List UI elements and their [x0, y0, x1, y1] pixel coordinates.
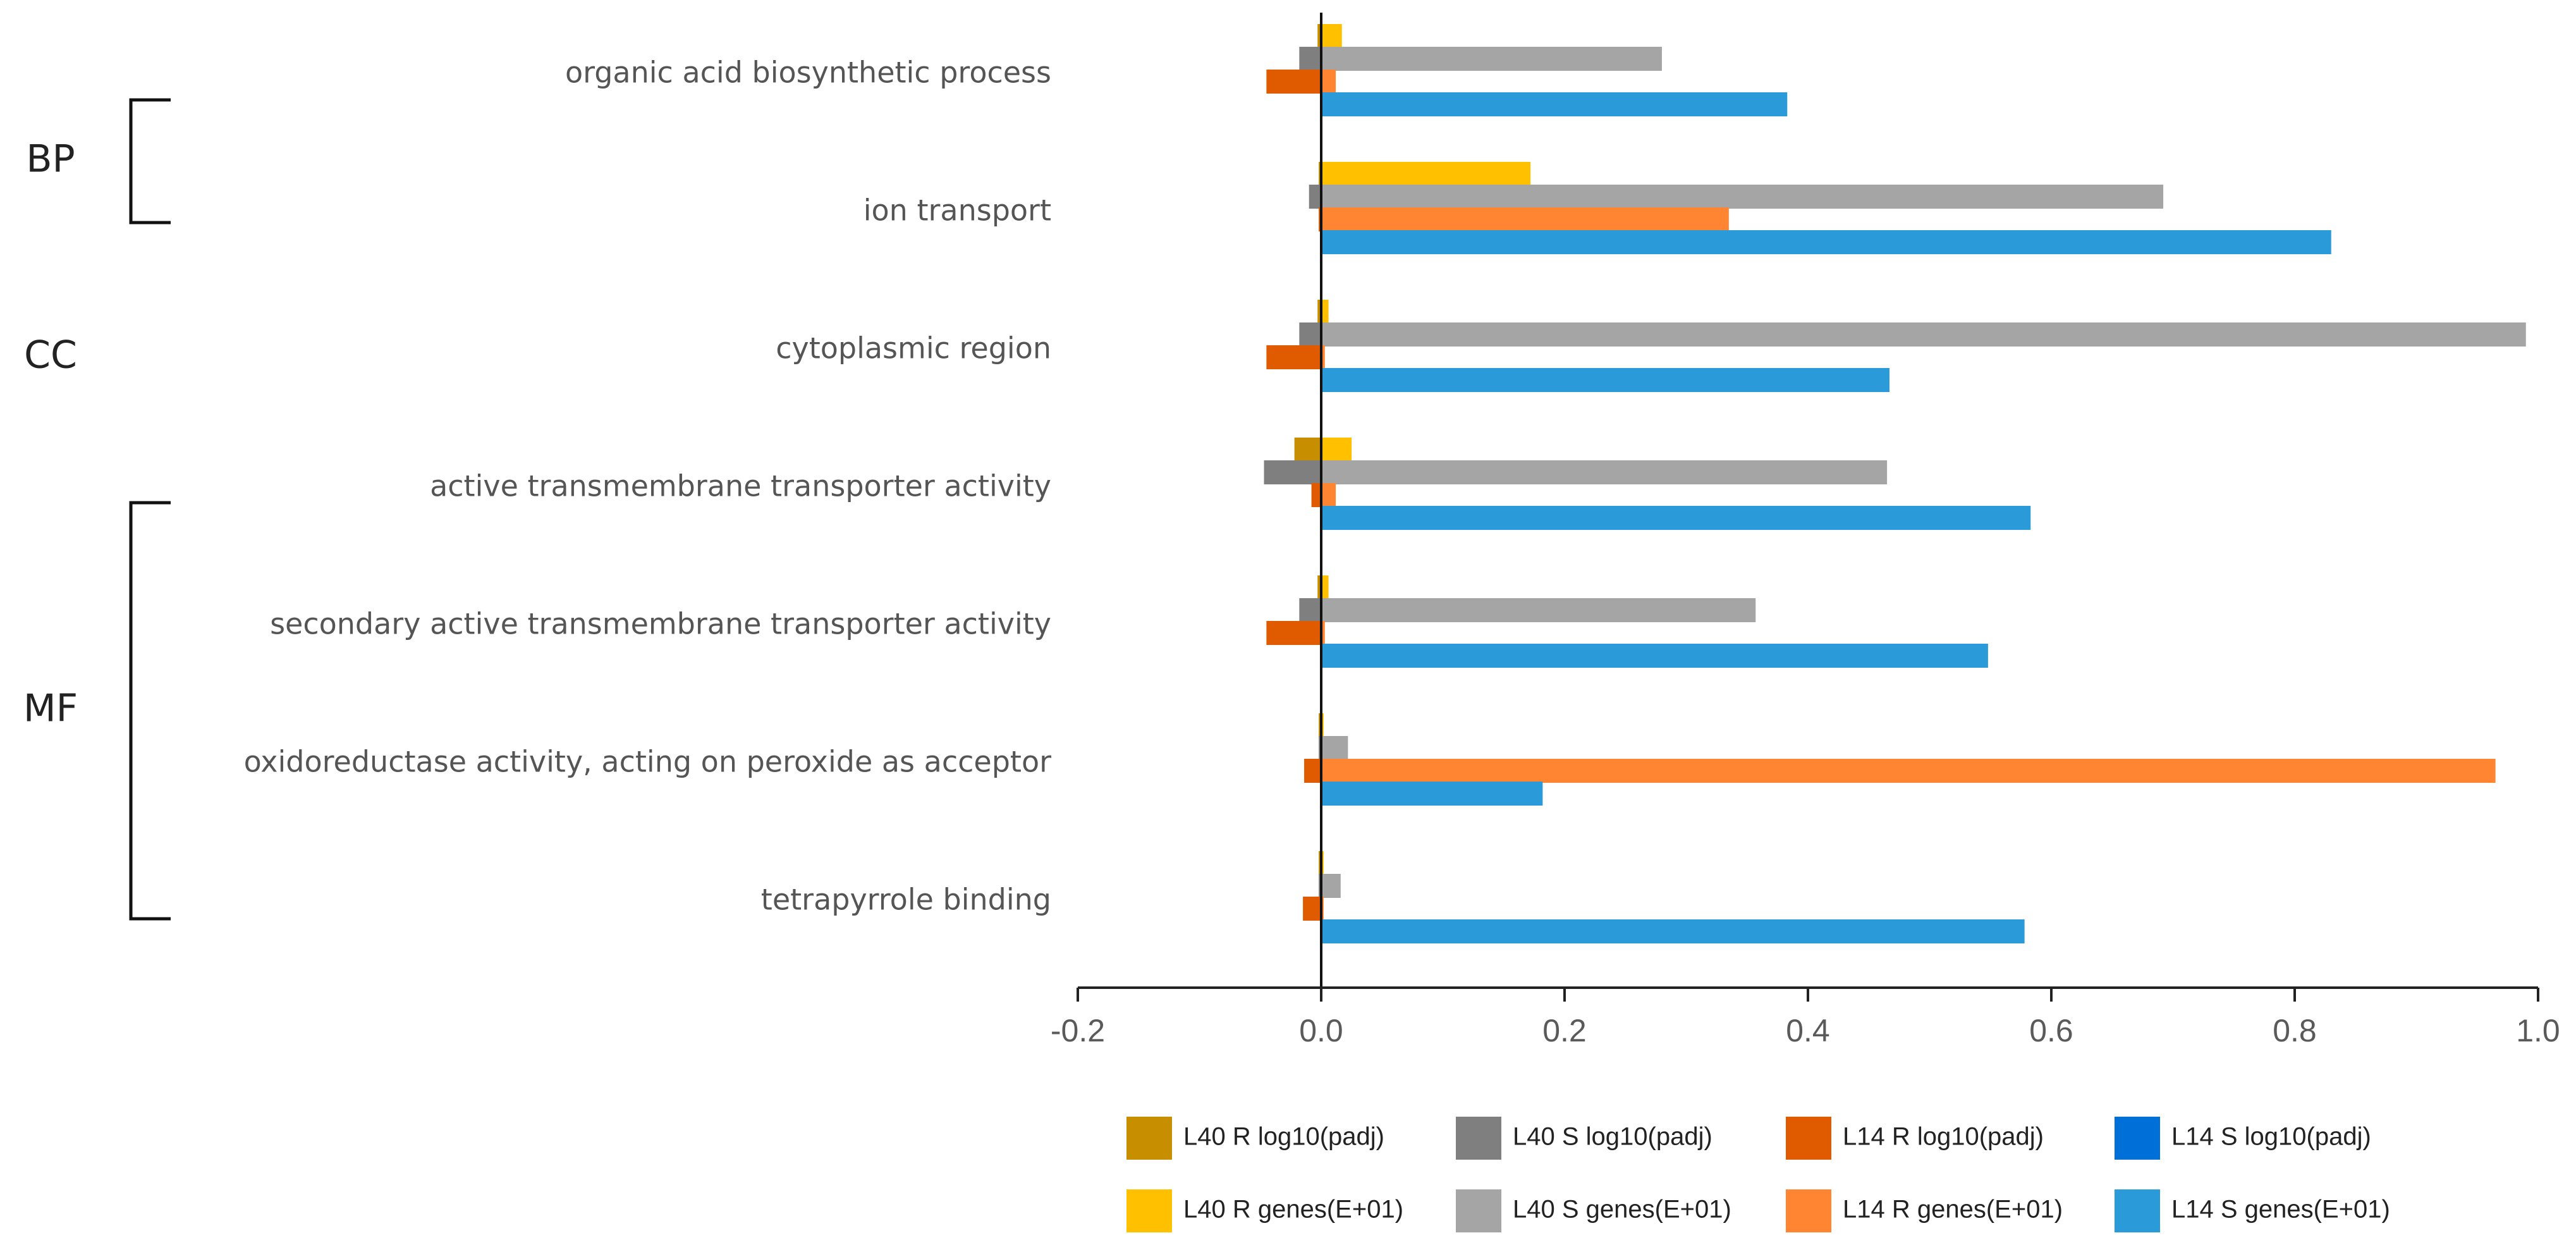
bar-l40-r-log10-padj-cat-2	[1317, 300, 1321, 324]
x-tick-label: 0.4	[1786, 1013, 1830, 1048]
bar-l40-s-log10-padj-cat-1	[1309, 185, 1321, 209]
x-tick-label: -0.2	[1051, 1013, 1105, 1048]
bar-l14-r-log10-padj-cat-2	[1266, 345, 1321, 369]
bar-l40-s-genes-e-01-cat-0	[1321, 47, 1662, 71]
group-label-bp: BP	[26, 137, 75, 181]
legend-swatch-l40-r-log10-padj	[1126, 1117, 1172, 1160]
bar-l14-s-genes-e-01-cat-5	[1321, 782, 1543, 806]
bar-l14-s-genes-e-01-cat-0	[1321, 92, 1788, 116]
bar-l14-s-genes-e-01-cat-1	[1321, 230, 2331, 254]
bar-l40-s-log10-padj-cat-2	[1299, 322, 1321, 347]
axes: -0.2 0.0 0.2 0.4 0.6 0.8 1.0	[1051, 13, 2560, 1048]
bar-l14-r-genes-e-01-cat-5	[1321, 759, 2496, 783]
legend-swatch-l14-s-log10-padj	[2115, 1117, 2160, 1160]
bar-l40-s-genes-e-01-cat-3	[1321, 460, 1888, 484]
bar-l40-r-log10-padj-cat-4	[1317, 575, 1321, 599]
legend-label-l14-s-genes-e-01: L14 S genes(E+01)	[2171, 1196, 2390, 1224]
x-tick-label: 0.6	[2029, 1013, 2073, 1048]
legend-label-l14-s-log10-padj: L14 S log10(padj)	[2171, 1123, 2371, 1151]
group-label-mf: MF	[23, 687, 78, 731]
bar-l14-r-genes-e-01-cat-4	[1321, 621, 1325, 645]
bar-l14-s-genes-e-01-cat-4	[1321, 644, 1988, 668]
legend-swatch-l40-r-genes-e-01	[1126, 1189, 1172, 1232]
legend: L40 R log10(padj) L40 S log10(padj) L14 R …	[1126, 1117, 2390, 1232]
bar-l14-r-genes-e-01-cat-1	[1321, 207, 1729, 231]
category-label: oxidoreductase activity, acting on perox…	[244, 745, 1052, 779]
group-label-cc: CC	[24, 333, 77, 377]
bar-l40-r-genes-e-01-cat-3	[1321, 438, 1352, 462]
bar-l14-r-genes-e-01-cat-2	[1321, 345, 1325, 369]
bar-l40-r-log10-padj-cat-0	[1317, 24, 1321, 48]
legend-label-l14-r-genes-e-01: L14 R genes(E+01)	[1843, 1196, 2063, 1224]
bar-l14-r-log10-padj-cat-0	[1266, 70, 1321, 94]
bar-l40-r-genes-e-01-cat-2	[1321, 300, 1329, 324]
legend-swatch-l14-s-genes-e-01	[2115, 1189, 2160, 1232]
x-tick-label: 0.2	[1542, 1013, 1587, 1048]
x-tick-label: 1.0	[2516, 1013, 2560, 1048]
bar-l40-r-genes-e-01-cat-1	[1321, 162, 1531, 186]
category-label: organic acid biosynthetic process	[565, 56, 1051, 90]
legend-label-l40-r-genes-e-01: L40 R genes(E+01)	[1183, 1196, 1403, 1224]
bar-l14-r-log10-padj-cat-5	[1304, 759, 1321, 783]
legend-swatch-l40-s-log10-padj	[1456, 1117, 1501, 1160]
x-tick-label: 0.0	[1299, 1013, 1343, 1048]
category-label: secondary active transmembrane transport…	[270, 607, 1051, 641]
bar-l40-s-genes-e-01-cat-1	[1321, 185, 2164, 209]
category-label: ion transport	[864, 193, 1051, 228]
bar-l40-s-genes-e-01-cat-4	[1321, 598, 1756, 622]
bar-l14-r-log10-padj-cat-6	[1303, 897, 1321, 921]
bar-l40-s-log10-padj-cat-4	[1299, 598, 1321, 622]
legend-swatch-l14-r-genes-e-01	[1786, 1189, 1831, 1232]
bar-l40-s-genes-e-01-cat-5	[1321, 736, 1348, 760]
bracket-bp	[129, 98, 171, 224]
bars	[1264, 24, 2526, 943]
category-label: active transmembrane transporter activit…	[430, 469, 1051, 503]
bar-l40-s-genes-e-01-cat-6	[1321, 874, 1341, 898]
bar-l40-r-log10-padj-cat-3	[1294, 438, 1321, 462]
bar-l14-r-log10-padj-cat-4	[1266, 621, 1321, 645]
legend-label-l14-r-log10-padj: L14 R log10(padj)	[1843, 1123, 2044, 1151]
bar-l14-s-genes-e-01-cat-3	[1321, 506, 2031, 530]
bar-l14-r-genes-e-01-cat-3	[1321, 483, 1336, 507]
legend-label-l40-s-genes-e-01: L40 S genes(E+01)	[1513, 1196, 1731, 1224]
bar-l14-s-genes-e-01-cat-2	[1321, 368, 1889, 392]
legend-swatch-l14-r-log10-padj	[1786, 1117, 1831, 1160]
x-tick-label: 0.8	[2273, 1013, 2317, 1048]
legend-label-l40-r-log10-padj: L40 R log10(padj)	[1183, 1123, 1384, 1151]
bar-l40-r-genes-e-01-cat-4	[1321, 575, 1329, 599]
bracket-mf	[129, 501, 171, 921]
category-labels: organic acid biosynthetic process ion tra…	[244, 56, 1052, 917]
bar-l40-s-log10-padj-cat-0	[1299, 47, 1321, 71]
group-brackets	[129, 98, 171, 921]
category-label: cytoplasmic region	[776, 331, 1051, 365]
group-labels: BP CC MF	[23, 137, 78, 731]
legend-swatch-l40-s-genes-e-01	[1456, 1189, 1501, 1232]
bar-l40-s-log10-padj-cat-3	[1264, 460, 1321, 484]
legend-label-l40-s-log10-padj: L40 S log10(padj)	[1513, 1123, 1712, 1151]
bar-l40-r-genes-e-01-cat-0	[1321, 24, 1342, 48]
bar-l40-s-genes-e-01-cat-2	[1321, 322, 2526, 347]
bar-l14-r-log10-padj-cat-3	[1311, 483, 1321, 507]
bar-l14-s-genes-e-01-cat-6	[1321, 919, 2025, 943]
bar-l14-r-genes-e-01-cat-0	[1321, 70, 1336, 94]
category-label: tetrapyrrole binding	[761, 883, 1051, 917]
